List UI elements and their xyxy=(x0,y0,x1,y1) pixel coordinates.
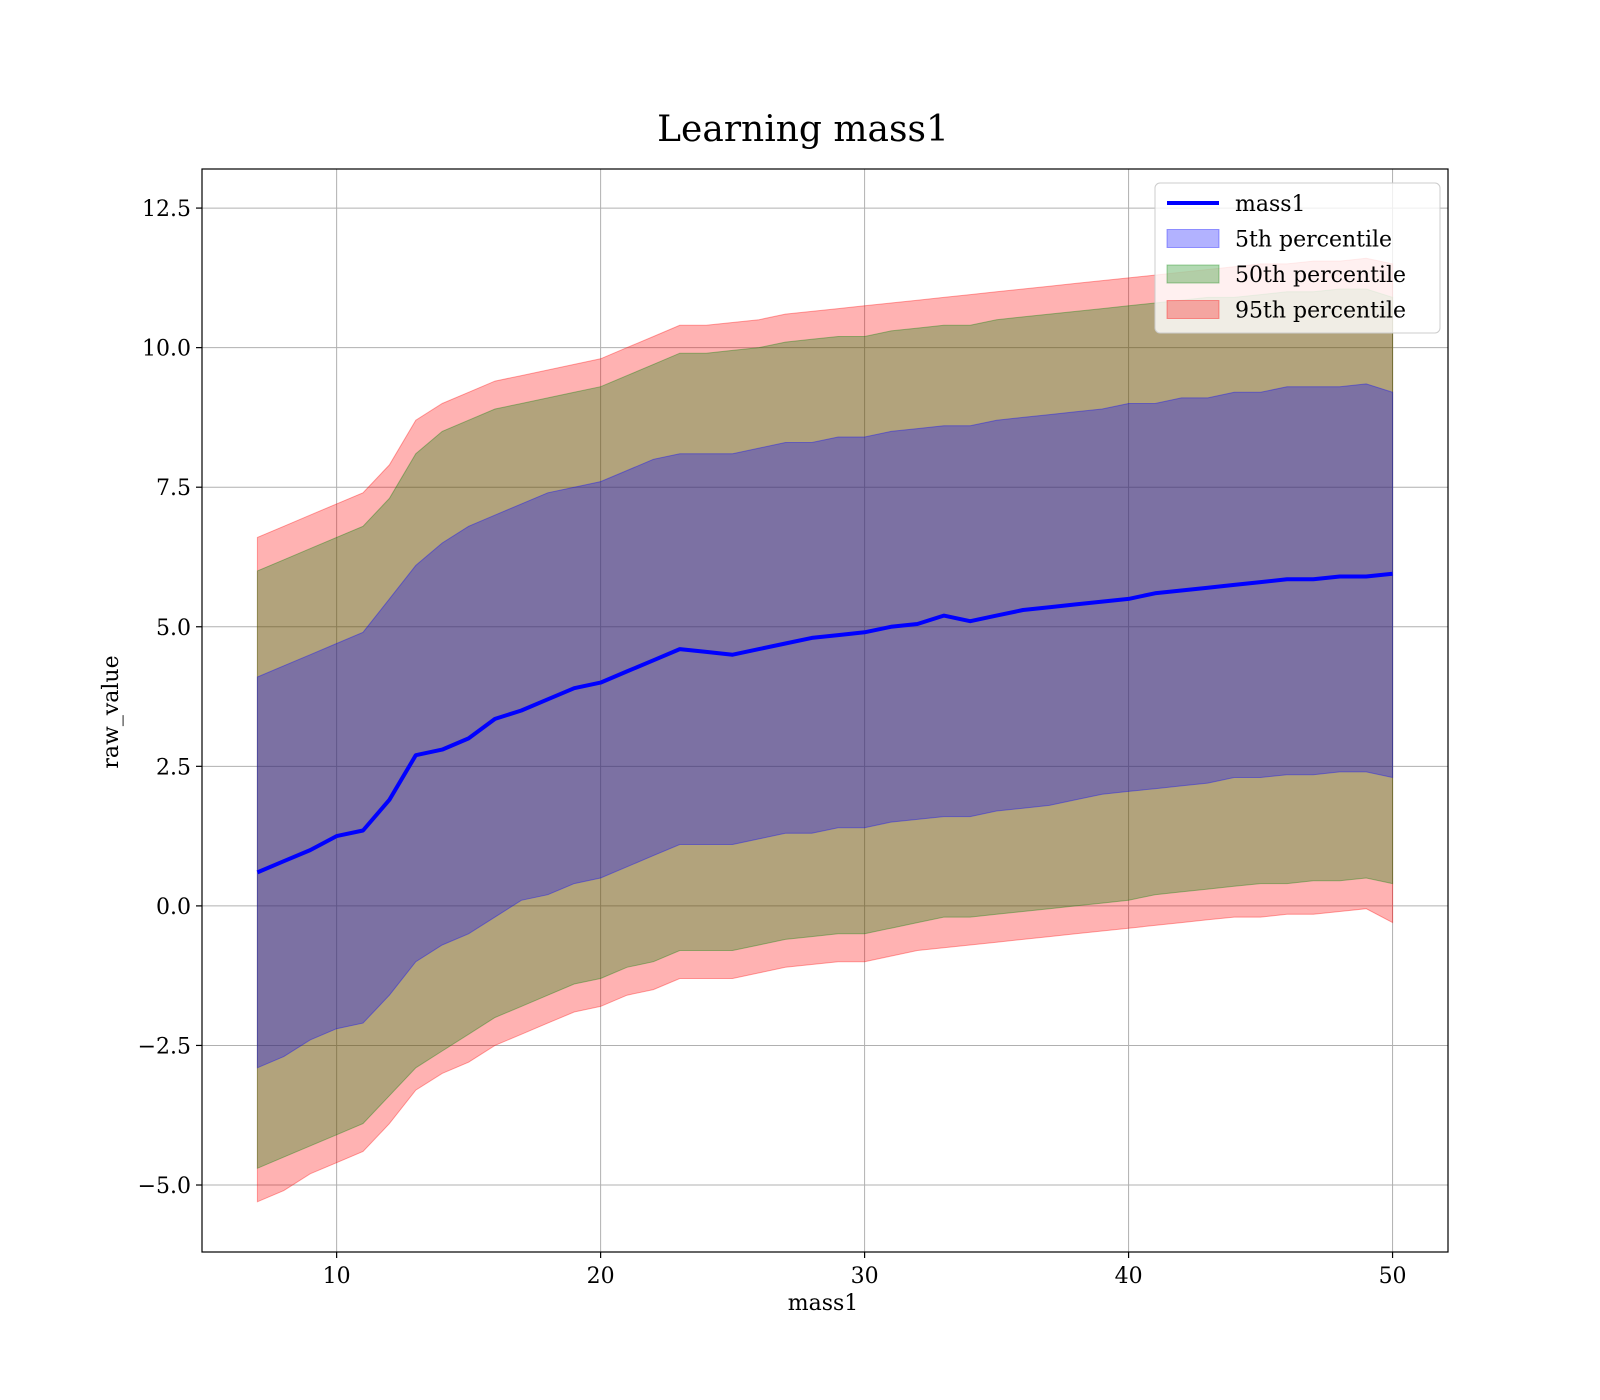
legend-swatch xyxy=(1166,264,1220,284)
x-tick-label: 30 xyxy=(851,1264,879,1289)
x-tick-label: 50 xyxy=(1379,1264,1407,1289)
x-axis-label: mass1 xyxy=(788,1291,859,1316)
legend: mass1 5th percentile 50th percentile 95th p… xyxy=(1154,182,1441,334)
legend-label: 5th percentile xyxy=(1235,228,1392,253)
y-tick-label: −2.5 xyxy=(138,1034,191,1059)
x-tick-label: 20 xyxy=(587,1264,615,1289)
band-50th-percentile xyxy=(256,288,1394,1170)
legend-swatch xyxy=(1166,300,1220,319)
legend-box xyxy=(1154,182,1441,334)
x-tick-label: 40 xyxy=(1115,1264,1143,1289)
axis-ticks: 10 20 30 40 50 −5.0 −2.5 0.0 2.5 5.0 7.5 10.0 12.5 xyxy=(138,197,1407,1289)
legend-label: mass1 xyxy=(1235,192,1306,217)
series-lines xyxy=(256,571,1393,875)
chart-title: Learning mass1 xyxy=(657,109,949,150)
y-tick-label: 10.0 xyxy=(142,337,191,362)
x-tick-label: 10 xyxy=(323,1264,351,1289)
series-line-mass1 xyxy=(256,571,1393,875)
y-tick-label: 0.0 xyxy=(156,895,191,920)
legend-swatch xyxy=(1166,229,1220,248)
y-tick-label: −5.0 xyxy=(138,1174,191,1199)
y-tick-label: 7.5 xyxy=(156,476,191,501)
band-5th-percentile xyxy=(256,383,1394,1069)
plot-area: 10 20 30 40 50 −5.0 −2.5 0.0 2.5 5.0 7.5 10.0 12.5 xyxy=(138,168,1449,1289)
band-95th-percentile xyxy=(256,257,1394,1203)
percentile-bands xyxy=(256,257,1394,1203)
legend-label: 50th percentile xyxy=(1235,263,1406,288)
y-tick-label: 2.5 xyxy=(156,755,191,780)
plot-frame xyxy=(201,168,1449,1253)
y-tick-label: 12.5 xyxy=(142,197,191,222)
y-tick-label: 5.0 xyxy=(156,616,191,641)
legend-label: 95th percentile xyxy=(1235,299,1406,324)
y-axis-label: raw_value xyxy=(99,655,124,768)
